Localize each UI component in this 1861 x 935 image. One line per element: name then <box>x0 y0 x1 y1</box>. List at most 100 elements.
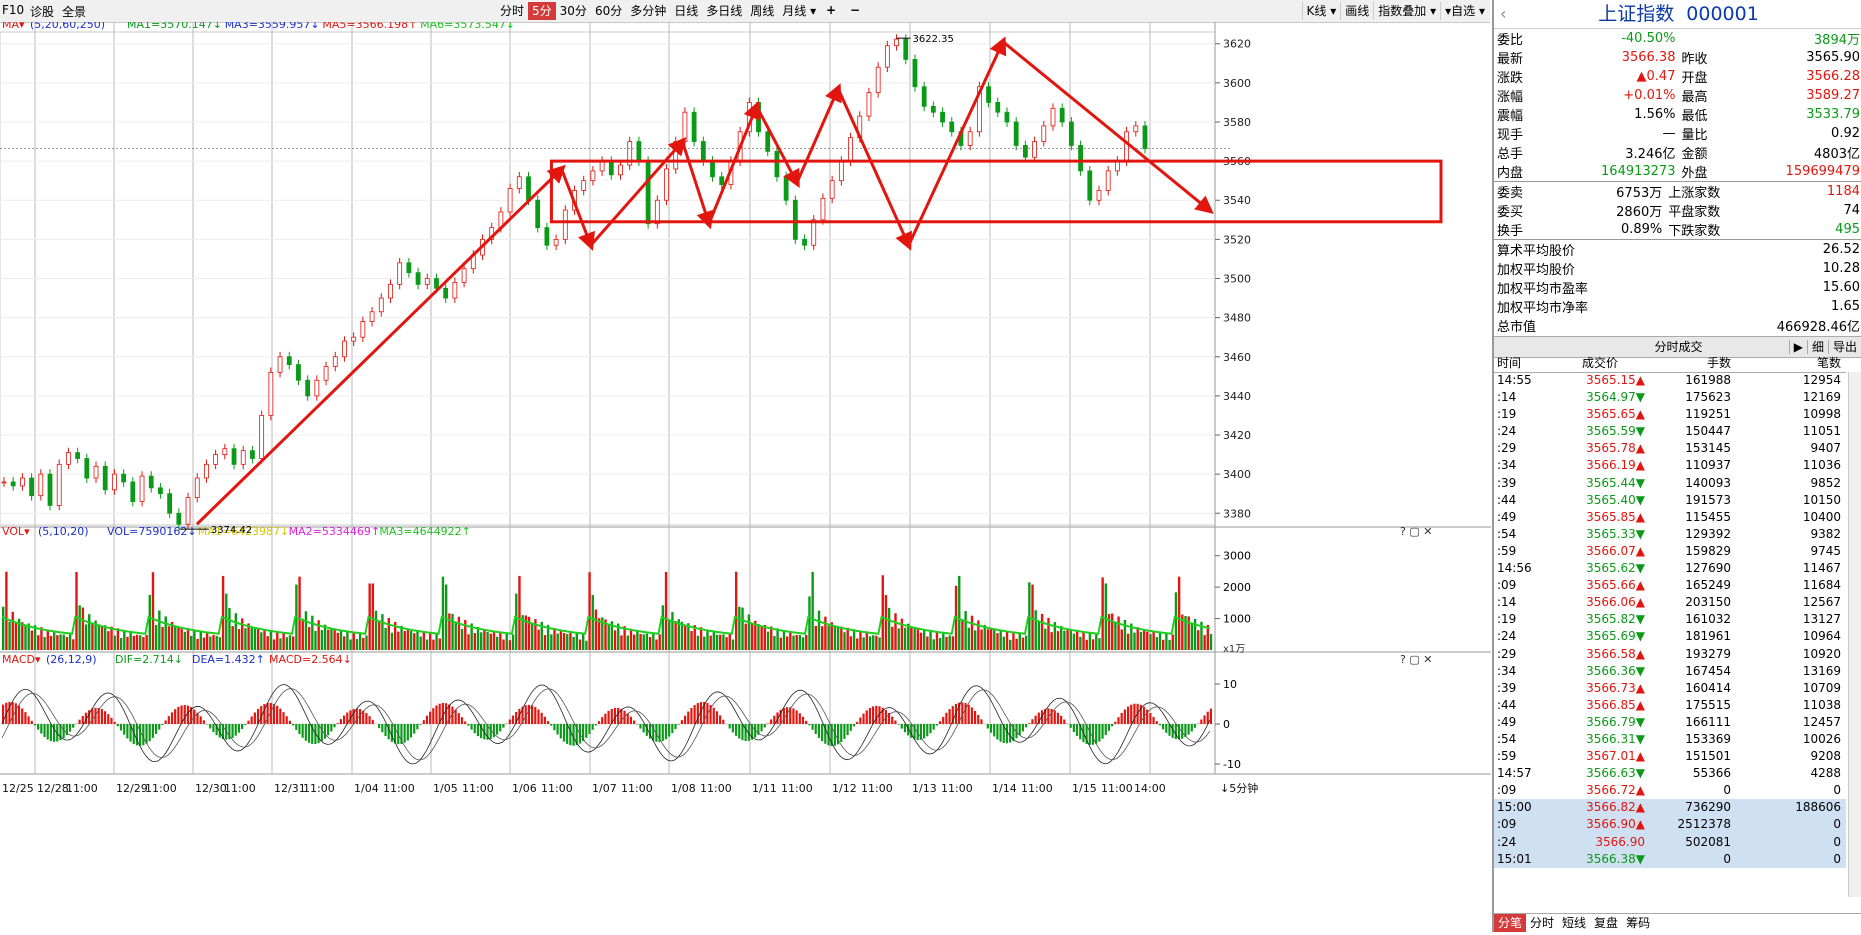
zoom-in-button[interactable]: + <box>826 3 836 17</box>
macd-bar <box>585 724 587 738</box>
macd-bar <box>694 705 696 724</box>
macd-bar <box>630 717 632 724</box>
toolbar-button[interactable]: 指数叠加 ▾ <box>1373 2 1440 20</box>
macd-bar <box>158 724 160 730</box>
diagnose-button[interactable]: 诊股 <box>30 3 54 20</box>
toolbar-button[interactable]: K线 ▾ <box>1302 2 1341 20</box>
volume-bar <box>703 637 705 650</box>
macd-bar <box>732 724 734 732</box>
quote-value: +0.01% <box>1547 86 1679 105</box>
bottom-tab[interactable]: 分笔 <box>1494 914 1526 932</box>
deal-time: 14:57 <box>1494 765 1555 782</box>
bottom-tab[interactable]: 筹码 <box>1622 914 1654 932</box>
toolbar-button[interactable]: 画线 <box>1340 2 1373 20</box>
macd-bar <box>531 705 533 724</box>
macd-bar <box>1050 709 1052 724</box>
deal-price: 3566.79▼ <box>1555 714 1645 731</box>
volume-bar <box>107 631 109 650</box>
period-tab[interactable]: 日线 <box>670 2 702 20</box>
period-tab[interactable]: 60分 <box>591 2 626 20</box>
deal-price: 3565.33▼ <box>1555 526 1645 543</box>
indicator-menu[interactable]: MA▾ <box>2 22 25 31</box>
macd-bar <box>203 720 205 724</box>
candle <box>1125 132 1129 161</box>
macd-bar <box>1031 719 1033 724</box>
deal-time: :14 <box>1494 389 1555 406</box>
volume-bar <box>1041 614 1043 650</box>
period-tab[interactable]: 5分 <box>528 2 556 20</box>
period-tab[interactable]: 周线 <box>746 2 778 20</box>
deal-volume: 175515 <box>1645 697 1731 714</box>
quote-label: 外盘 <box>1678 162 1731 181</box>
volume-bar <box>544 635 546 650</box>
quote-label: 量比 <box>1678 124 1731 143</box>
deal-count: 9208 <box>1731 748 1841 765</box>
period-tab[interactable]: 分时 <box>496 2 528 20</box>
panorama-button[interactable]: 全景 <box>62 3 86 20</box>
back-icon[interactable]: ‹ <box>1500 0 1506 28</box>
y-tick-label: 3460 <box>1223 351 1251 364</box>
volume-bar <box>1191 624 1193 650</box>
macd-bar <box>592 724 594 730</box>
detail-button[interactable]: 细 <box>1807 340 1828 354</box>
macd-bar <box>381 724 383 732</box>
volume-bar <box>257 628 259 650</box>
expand-icon[interactable]: ▶ <box>1789 340 1807 354</box>
deal-volume: 736290 <box>1645 799 1731 816</box>
panel-control-icons[interactable]: ? ▢ ✕ <box>1400 653 1432 666</box>
toolbar-button[interactable]: ▾自选 ▾ <box>1440 2 1489 20</box>
deals-scrollbar[interactable] <box>1848 372 1861 897</box>
panel-control-icons[interactable]: ? ▢ ✕ <box>1400 525 1432 538</box>
period-switch[interactable]: ↓5分钟 <box>1220 781 1258 795</box>
volume-bar <box>276 632 278 650</box>
macd-bar <box>267 703 269 724</box>
macd-bar <box>435 706 437 724</box>
volume-bar <box>1162 640 1164 650</box>
deal-volume: 191573 <box>1645 492 1731 509</box>
deal-count: 9852 <box>1731 475 1841 492</box>
period-tab[interactable]: 多日线 <box>702 2 746 20</box>
period-tab[interactable]: 30分 <box>556 2 591 20</box>
volume-bar <box>1172 635 1174 650</box>
bottom-tab[interactable]: 短线 <box>1558 914 1590 932</box>
volume-bar <box>537 630 539 650</box>
period-tab[interactable]: 月线 ▾ <box>778 2 820 20</box>
deal-count: 10920 <box>1731 646 1841 663</box>
volume-bar <box>968 628 970 650</box>
x-tick-label: 11:00 <box>1021 782 1053 795</box>
volume-bar <box>114 636 116 650</box>
macd-bar <box>174 709 176 724</box>
macd-bar <box>821 724 823 741</box>
deal-price: 3565.82▼ <box>1555 611 1645 628</box>
macd-bar <box>509 720 511 724</box>
volume-tick-label: 2000 <box>1223 581 1251 594</box>
macd-bar <box>847 724 849 735</box>
macd-bar <box>722 720 724 724</box>
f10-button[interactable]: F10 <box>2 3 24 17</box>
candle <box>646 161 650 224</box>
macd-bar <box>729 724 731 729</box>
macd-bar <box>333 724 335 727</box>
deal-count: 13127 <box>1731 611 1841 628</box>
export-button[interactable]: 导出 <box>1828 340 1861 354</box>
bottom-tab[interactable]: 分时 <box>1526 914 1558 932</box>
macd-bar <box>671 724 673 733</box>
macd-bar <box>1098 724 1100 742</box>
deal-time: :54 <box>1494 731 1555 748</box>
zoom-out-button[interactable]: − <box>850 3 860 17</box>
indicator-menu[interactable]: MACD▾ <box>2 653 41 666</box>
macd-bar <box>263 704 265 724</box>
deal-price: 3566.38▼ <box>1555 851 1645 868</box>
kline-chart[interactable]: 3380340034203440346034803500352035403560… <box>0 22 1491 932</box>
bottom-tab[interactable]: 复盘 <box>1590 914 1622 932</box>
macd-bar <box>815 724 817 734</box>
volume-bar <box>999 630 1001 650</box>
indicator-menu[interactable]: VOL▾ <box>2 525 30 538</box>
volume-bar <box>362 638 364 650</box>
deal-volume: 151501 <box>1645 748 1731 765</box>
period-tab[interactable]: 多分钟 <box>626 2 670 20</box>
